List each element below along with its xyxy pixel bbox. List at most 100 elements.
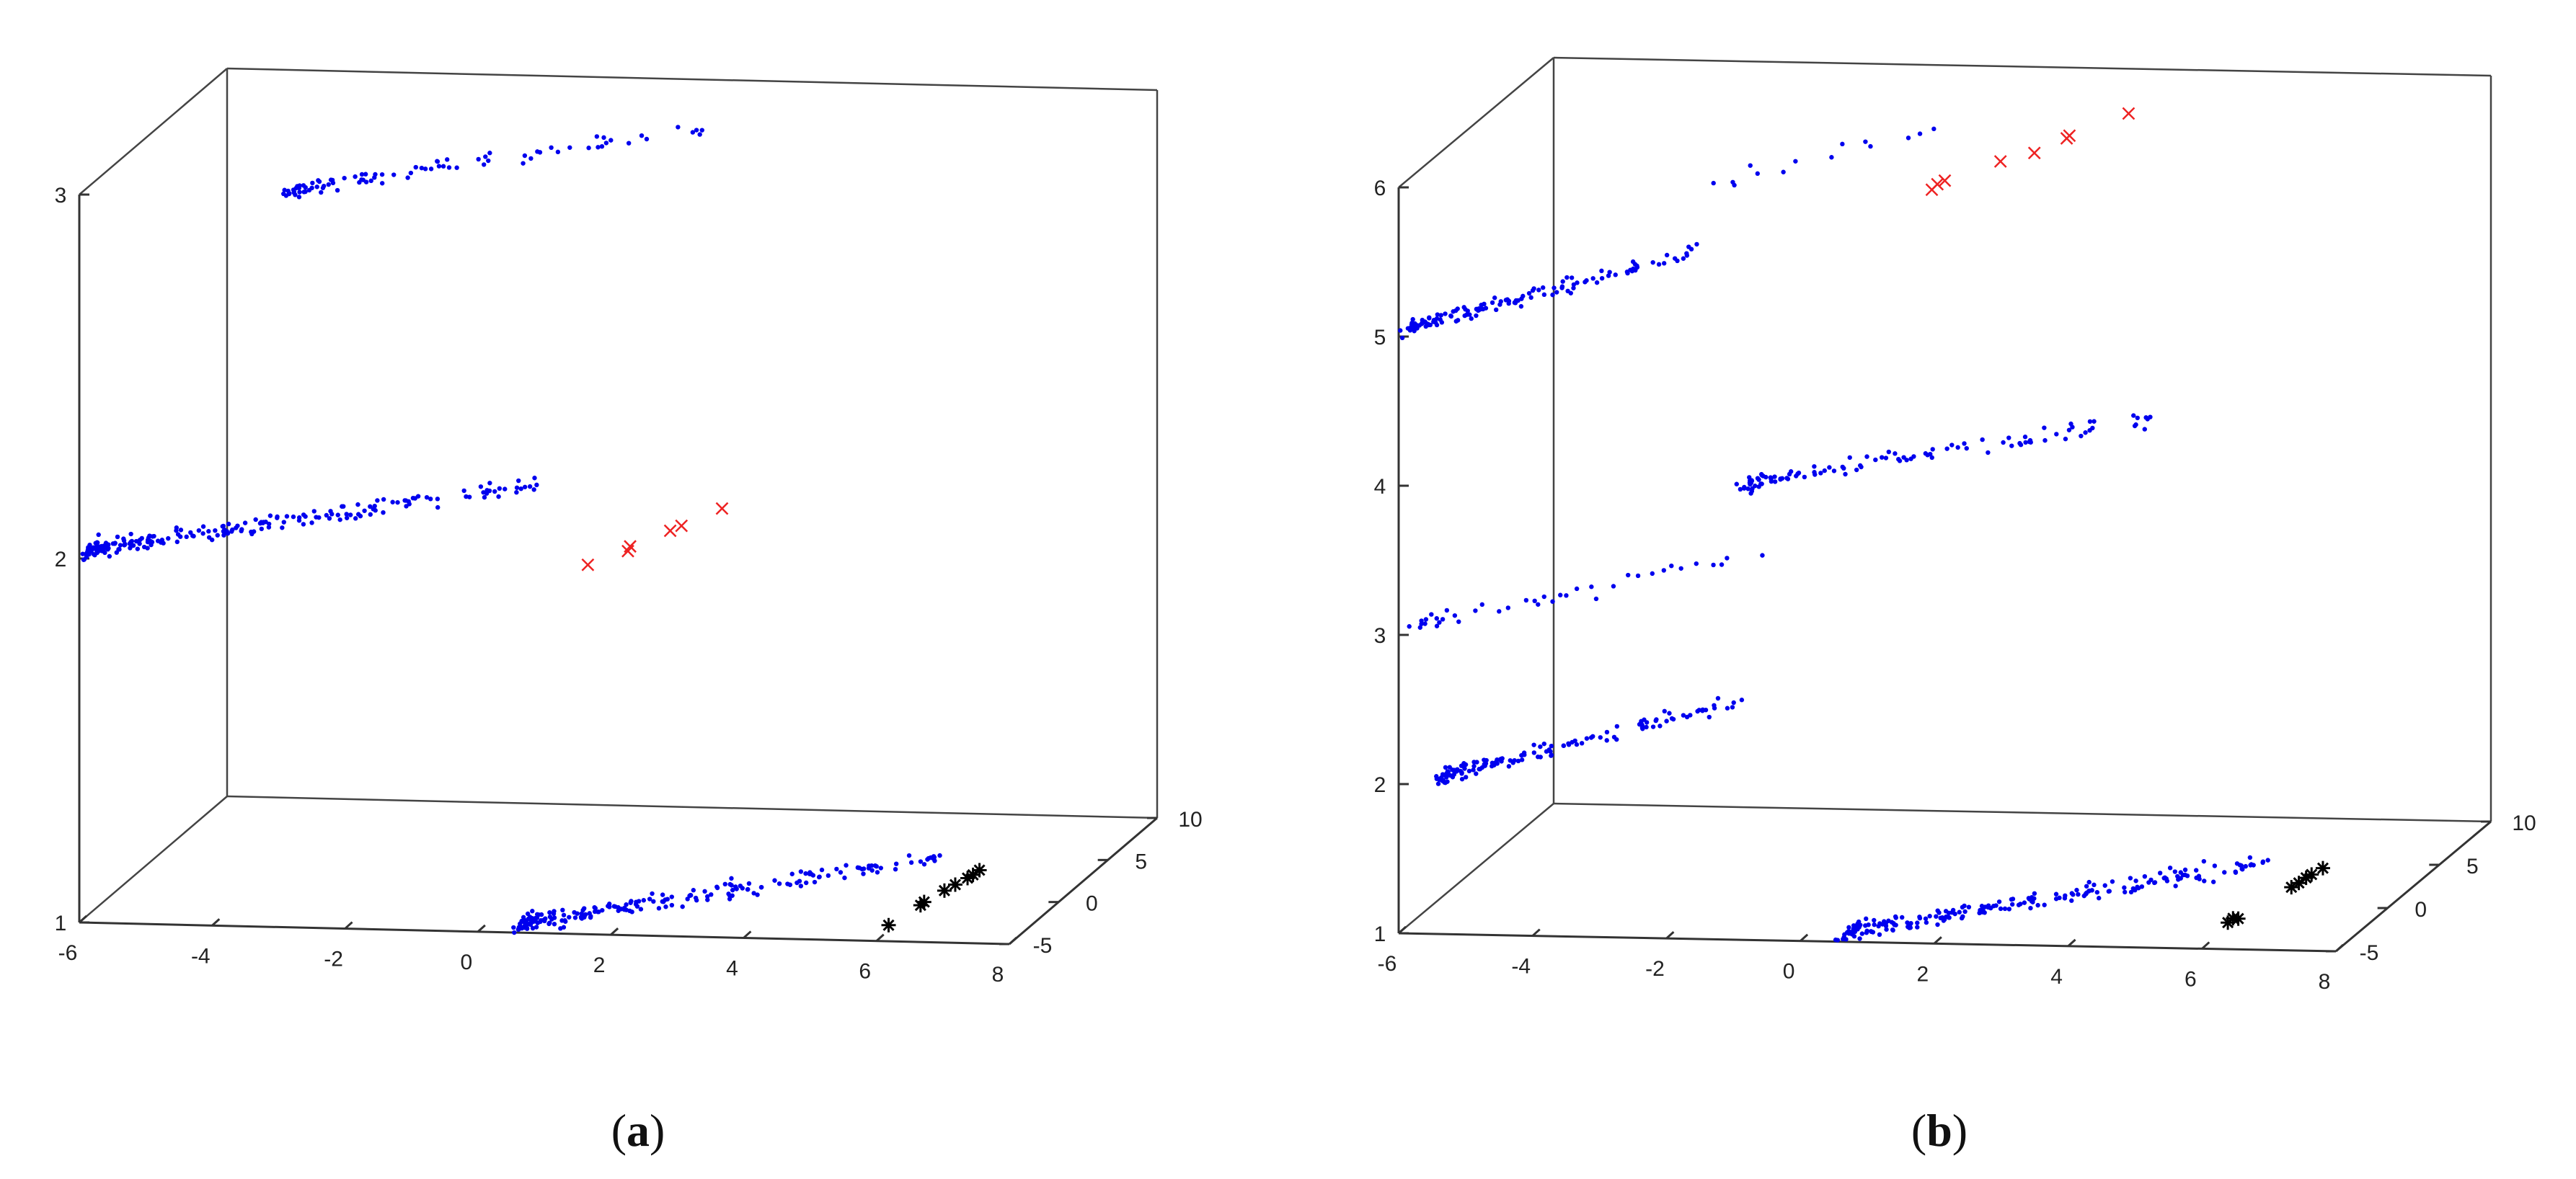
data-point	[2028, 905, 2033, 911]
data-point	[1546, 747, 1552, 752]
panel-b-y-tick-label: 10	[2512, 811, 2536, 835]
data-point	[1589, 584, 1594, 590]
data-point	[135, 546, 141, 551]
data-point	[405, 175, 410, 180]
data-point	[410, 495, 416, 501]
data-point	[838, 870, 844, 875]
data-point	[422, 166, 428, 172]
data-point	[444, 157, 450, 162]
data-point	[206, 529, 211, 534]
data-point	[746, 881, 752, 886]
data-point	[103, 543, 109, 548]
data-point-cross	[2122, 107, 2135, 120]
data-point	[1469, 316, 1474, 321]
data-point	[1473, 608, 1478, 613]
data-point	[1840, 141, 1845, 147]
data-point	[291, 190, 297, 195]
data-point	[2131, 413, 2136, 418]
data-point	[486, 158, 491, 164]
data-point	[239, 527, 244, 532]
panel-a-x-tick-label: 0	[461, 951, 473, 974]
data-point	[435, 504, 441, 510]
data-point-star	[972, 863, 987, 878]
data-point	[1463, 775, 1469, 780]
data-point	[730, 893, 735, 898]
data-point	[415, 494, 421, 499]
data-point	[1569, 275, 1575, 280]
data-point	[1739, 698, 1745, 703]
data-point	[812, 879, 818, 885]
data-point	[1536, 602, 1541, 607]
data-point	[353, 174, 358, 179]
data-point	[1923, 916, 1929, 921]
data-point	[1738, 486, 1743, 492]
data-point	[177, 534, 183, 539]
data-point	[2222, 870, 2227, 875]
data-point	[1419, 618, 1424, 623]
data-point	[1941, 918, 1947, 923]
data-point	[1506, 301, 1511, 306]
data-point	[676, 125, 681, 130]
data-point	[869, 868, 875, 873]
data-point	[2176, 877, 2181, 882]
data-point	[435, 159, 440, 164]
data-point	[709, 892, 714, 897]
data-point	[190, 533, 195, 538]
data-point	[335, 512, 340, 517]
data-point	[538, 919, 543, 925]
data-point	[785, 881, 790, 886]
data-point	[335, 187, 340, 193]
data-point	[2148, 877, 2154, 883]
data-point	[1584, 278, 1589, 283]
data-point	[1979, 904, 1985, 909]
data-point	[1558, 592, 1563, 597]
data-point	[1405, 326, 1411, 331]
data-point	[1662, 708, 1667, 714]
data-point	[1927, 914, 1932, 919]
data-point	[592, 904, 597, 910]
data-point	[1957, 909, 1962, 915]
data-point	[2196, 873, 2202, 878]
data-point	[1846, 925, 1851, 930]
data-point	[1856, 919, 1862, 925]
data-point	[1669, 716, 1675, 721]
data-point	[2142, 427, 2147, 432]
data-point	[1869, 929, 1874, 935]
data-point	[745, 886, 751, 892]
data-point	[85, 549, 90, 554]
data-point	[1604, 738, 1609, 743]
data-point	[1642, 717, 1647, 722]
data-point	[1772, 479, 1778, 484]
panel-a-z-tick-label: 2	[55, 548, 67, 571]
data-point	[436, 164, 442, 169]
data-point	[1399, 335, 1405, 341]
data-point	[1482, 762, 1487, 767]
data-point	[660, 892, 665, 897]
data-point	[1519, 757, 1525, 762]
data-point	[1415, 326, 1420, 331]
data-point	[1822, 468, 1827, 473]
data-point	[337, 517, 342, 522]
data-point	[316, 178, 321, 183]
data-point	[1915, 920, 1920, 925]
data-point	[446, 165, 452, 170]
data-point	[297, 190, 302, 195]
data-point	[1664, 252, 1670, 258]
data-point	[1883, 455, 1889, 461]
panel-b-x-tick-label: -6	[1378, 952, 1397, 976]
data-point	[2201, 858, 2207, 864]
data-point	[1864, 930, 1869, 935]
data-point	[534, 482, 539, 488]
data-point	[301, 183, 306, 188]
data-point	[572, 915, 578, 920]
data-point	[1890, 927, 1895, 933]
data-point	[1572, 738, 1577, 744]
data-point	[464, 494, 469, 499]
data-point	[2079, 433, 2084, 439]
panel-a-y-tick-label: -5	[1033, 934, 1053, 958]
data-point	[263, 520, 268, 525]
data-point	[1554, 290, 1559, 295]
data-point	[516, 925, 522, 930]
data-point	[146, 535, 151, 540]
panel-a-x-tick-label: 6	[859, 960, 871, 984]
